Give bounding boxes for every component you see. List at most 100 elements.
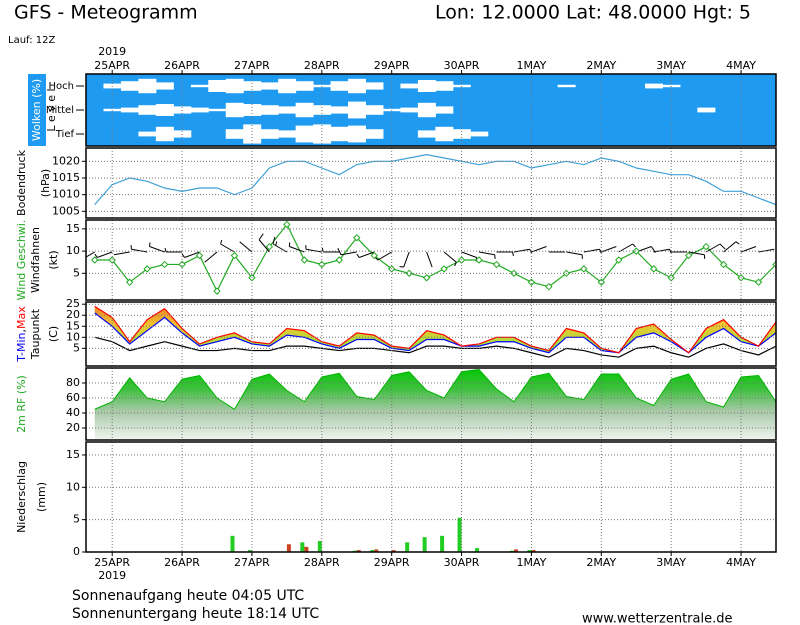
wind-barb — [618, 243, 636, 253]
cloud-cover — [225, 129, 244, 139]
cloud-cover — [435, 106, 454, 114]
y-tick-label: 15 — [66, 448, 80, 461]
marker — [597, 278, 606, 286]
axis-label-part: Windfahnen — [29, 227, 42, 293]
panel-background — [86, 148, 776, 218]
x-tick-label: 28APR — [304, 59, 340, 72]
marker — [195, 251, 204, 260]
axis-label: Windfahnen — [29, 227, 42, 293]
panel-border — [85, 73, 777, 147]
cloud-cover — [278, 130, 297, 138]
range-group — [94, 306, 776, 353]
wind-barb — [426, 251, 433, 268]
x-tick-label: 25APR — [94, 59, 130, 72]
marker — [632, 247, 640, 255]
axis-label-part: (hPa) — [39, 169, 52, 197]
cloud-cover — [365, 82, 384, 90]
cloud-cover — [557, 84, 576, 88]
axis-label: (mm) — [35, 482, 48, 512]
precipitation-bar — [317, 541, 322, 552]
axis-label-part: (kt) — [47, 250, 60, 269]
marker — [283, 220, 291, 229]
precipitation-bar — [475, 548, 480, 552]
cloud-cover — [365, 129, 384, 139]
cloud-cover — [190, 84, 209, 88]
cloud-cover — [155, 82, 174, 90]
precipitation-bar — [230, 535, 235, 552]
precipitation-bar — [440, 535, 445, 552]
cloud-cover — [278, 106, 297, 114]
x-tick-label: 30APR — [444, 59, 480, 72]
axis-label-part: Max — [15, 306, 28, 329]
wind-barb — [356, 251, 375, 258]
cloud-cover — [260, 105, 279, 115]
panel-border — [85, 147, 777, 219]
humidity-line — [94, 368, 776, 410]
wind-barb — [239, 241, 253, 253]
x-tick-label: 30APR — [444, 556, 480, 569]
axis-label: Bodendruck — [15, 149, 28, 216]
cloud-cover — [330, 81, 349, 91]
panel-background — [86, 442, 776, 552]
marker — [91, 256, 99, 264]
axis-label: Wind Geschwi. — [15, 220, 28, 301]
marker — [527, 278, 536, 286]
precipitation-bar — [370, 550, 375, 552]
cloud-cover — [348, 101, 366, 119]
x-tick-label: 4MAY — [726, 59, 756, 72]
precipitation-bar — [247, 550, 252, 552]
x-tick-label: 29APR — [374, 59, 410, 72]
panel-border — [85, 367, 777, 441]
cloud-cover — [155, 104, 174, 116]
marker — [370, 251, 378, 260]
series-line — [94, 336, 776, 358]
x-tick-label: 1MAY — [516, 556, 546, 569]
y-tick-label: 60 — [66, 391, 80, 404]
marker — [702, 242, 710, 251]
x-tick-label: 25APR — [94, 556, 130, 569]
cloud-cover — [697, 107, 716, 113]
wind-barb — [601, 246, 617, 253]
marker — [178, 260, 186, 269]
cloud-cover — [295, 102, 314, 118]
cloud-cover — [208, 80, 227, 92]
y-tick-label: 25 — [66, 297, 80, 310]
precipitation-bar — [391, 550, 396, 552]
wind-barb — [705, 243, 726, 253]
source: www.wetterzentrale.de — [582, 612, 732, 625]
y-tick-label: 80 — [66, 376, 80, 389]
marker — [160, 260, 169, 269]
y-tick-label: 5 — [73, 341, 80, 354]
temperature-range — [94, 306, 776, 353]
wind-barb — [86, 251, 95, 258]
cloud-cover — [435, 126, 454, 142]
axis-label: (kt) — [47, 250, 60, 269]
cloud-cover — [417, 102, 436, 118]
axis-label-part: 2m RF (%) — [15, 375, 28, 433]
cloud-cover — [260, 82, 279, 90]
y-tick-label: 5 — [73, 266, 80, 279]
precipitation-bar — [457, 517, 462, 552]
axis-label-part: , — [15, 329, 28, 333]
y-tick-label: 5 — [73, 513, 80, 526]
panel-plot — [94, 368, 776, 440]
y-tick-label: 10 — [66, 480, 80, 493]
marker — [754, 278, 763, 286]
cloud-cover — [295, 125, 314, 143]
sunset: Sonnenuntergang heute 18:14 UTC — [72, 606, 319, 622]
marker — [422, 274, 431, 282]
marker — [143, 265, 151, 273]
panel-plot — [94, 154, 776, 206]
axis-label-part: (mm) — [35, 482, 48, 512]
cloud-cover — [348, 78, 366, 94]
marker — [335, 256, 343, 264]
y-tick-label: 10 — [66, 330, 80, 343]
wind-barb — [583, 248, 602, 254]
precipitation-bar — [304, 546, 309, 552]
series-line — [94, 305, 776, 354]
marker — [492, 260, 501, 269]
cloud-cover — [295, 81, 314, 91]
y-tick-label: 10 — [66, 244, 80, 257]
y-tick-label: 1010 — [52, 188, 80, 201]
